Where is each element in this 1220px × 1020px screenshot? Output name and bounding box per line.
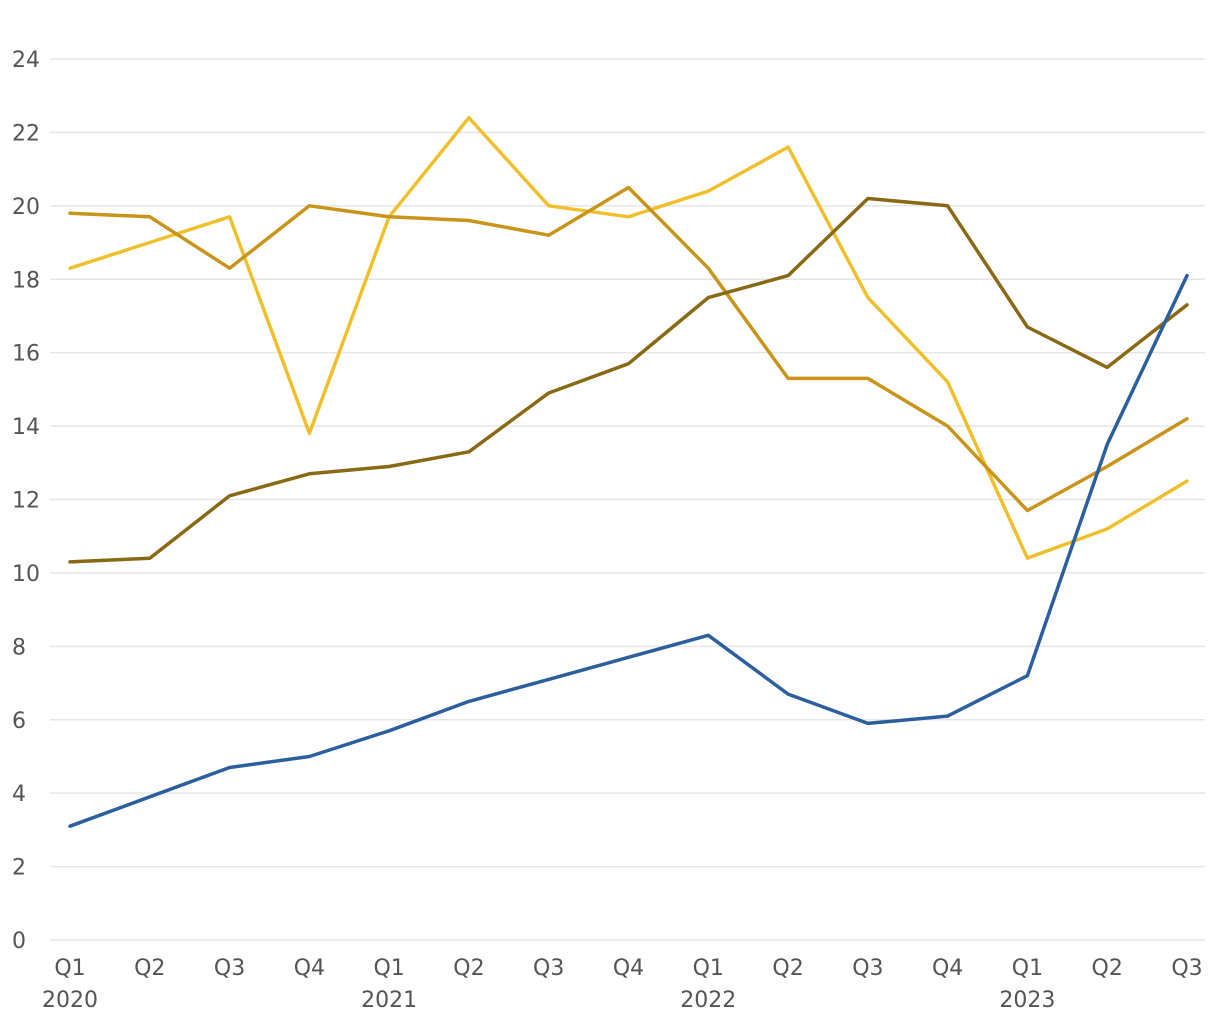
y-tick-label: 6 [12,709,26,734]
y-tick-label: 22 [12,121,40,146]
series-line-1 [68,115,1189,560]
y-tick-label: 20 [12,195,40,220]
x-tick-label: Q3 [214,956,245,981]
y-tick-label: 8 [12,635,26,660]
series-lines [68,115,1189,828]
x-tick-label: Q1 [693,956,724,981]
x-tick-label: Q2 [1092,956,1123,981]
x-tick-label: Q1 [1012,956,1043,981]
y-tick-label: 18 [12,268,40,293]
x-tick-label: Q2 [453,956,484,981]
y-tick-label: 2 [12,856,26,881]
y-tick-label: 10 [12,562,40,587]
x-tick-label: Q4 [613,956,644,981]
x-year-label: 2020 [42,988,98,1013]
series-line-3 [68,196,1189,564]
x-tick-label: Q2 [134,956,165,981]
y-tick-label: 16 [12,342,40,367]
x-tick-label: Q3 [852,956,883,981]
x-tick-label: Q2 [772,956,803,981]
x-tick-label: Q3 [1171,956,1202,981]
y-tick-label: 4 [12,782,26,807]
x-year-label: 2023 [999,988,1055,1013]
x-axis-ticks: Q1 Q2 Q3 Q4 Q1 Q2 Q3 Q4 Q1 Q2 Q3 Q4 Q1 Q2 Q3 2020 2021 20… [42,956,1203,1013]
x-tick-label: Q3 [533,956,564,981]
y-tick-label: 14 [12,415,40,440]
x-tick-label: Q4 [294,956,325,981]
x-tick-label: Q1 [373,956,404,981]
y-tick-label: 24 [12,48,40,73]
x-year-label: 2021 [361,988,417,1013]
x-tick-label: Q4 [932,956,963,981]
y-tick-label: 0 [12,929,26,954]
series-line-2 [68,185,1189,513]
x-year-label: 2022 [680,988,736,1013]
series-line-4 [68,273,1189,828]
gridlines [50,58,1205,941]
x-tick-label: Q1 [54,956,85,981]
y-tick-label: 12 [12,489,40,514]
